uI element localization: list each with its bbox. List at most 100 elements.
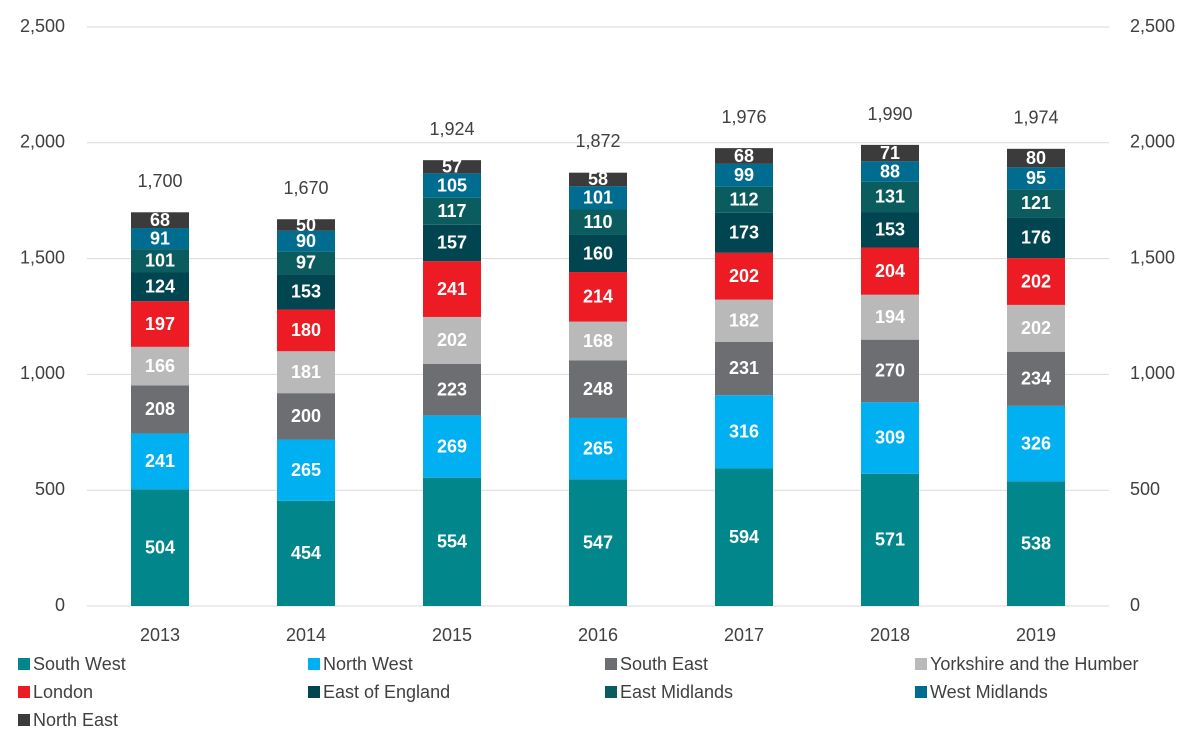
data-label: 316 bbox=[729, 422, 759, 442]
y-tick-label: 2,000 bbox=[20, 132, 65, 152]
x-tick-label: 2016 bbox=[578, 625, 618, 645]
bar-segment bbox=[1007, 189, 1065, 218]
x-tick-label: 2014 bbox=[286, 625, 326, 645]
data-label: 454 bbox=[291, 543, 321, 563]
data-label: 265 bbox=[583, 438, 613, 458]
y2-tick-label: 1,000 bbox=[1130, 363, 1175, 383]
bar-segment bbox=[277, 230, 335, 252]
data-label: 200 bbox=[291, 406, 321, 426]
legend-label: North East bbox=[33, 710, 118, 730]
y-tick-label: 500 bbox=[35, 479, 65, 499]
legend-label: South West bbox=[33, 654, 126, 674]
bar-segment bbox=[131, 249, 189, 273]
data-label: 182 bbox=[729, 310, 759, 330]
bar-segment bbox=[1007, 304, 1065, 352]
bar-segment bbox=[715, 148, 773, 164]
data-label: 57 bbox=[442, 157, 462, 177]
bar-segment bbox=[861, 161, 919, 182]
bar-segment bbox=[131, 212, 189, 229]
bar-segment bbox=[569, 417, 627, 480]
data-label: 99 bbox=[734, 165, 754, 185]
data-label: 160 bbox=[583, 243, 613, 263]
bar-segment bbox=[569, 360, 627, 418]
y2-tick-label: 500 bbox=[1130, 479, 1160, 499]
bar-segment bbox=[569, 186, 627, 210]
data-label: 269 bbox=[437, 436, 467, 456]
legend-swatch bbox=[18, 658, 30, 670]
bar-segment bbox=[277, 309, 335, 352]
x-tick-label: 2019 bbox=[1016, 625, 1056, 645]
bar-segment bbox=[277, 500, 335, 606]
legend-label: South East bbox=[620, 654, 708, 674]
data-label: 181 bbox=[291, 362, 321, 382]
bar-segment bbox=[1007, 167, 1065, 190]
data-label: 180 bbox=[291, 320, 321, 340]
x-tick-label: 2017 bbox=[724, 625, 764, 645]
bar-segment bbox=[715, 395, 773, 469]
data-label: 326 bbox=[1021, 433, 1051, 453]
data-label: 231 bbox=[729, 358, 759, 378]
bar-segment bbox=[715, 252, 773, 300]
legend-swatch bbox=[915, 658, 927, 670]
y-tick-label: 2,500 bbox=[20, 16, 65, 36]
data-label: 554 bbox=[437, 532, 467, 552]
data-label: 214 bbox=[583, 287, 613, 307]
bar-segment bbox=[1007, 217, 1065, 259]
data-label: 176 bbox=[1021, 228, 1051, 248]
data-label: 90 bbox=[296, 231, 316, 251]
data-label: 202 bbox=[1021, 271, 1051, 291]
y2-tick-label: 2,500 bbox=[1130, 16, 1175, 36]
y2-tick-label: 2,000 bbox=[1130, 132, 1175, 152]
data-label: 153 bbox=[291, 282, 321, 302]
bar-segment bbox=[861, 181, 919, 213]
y-tick-label: 1,500 bbox=[20, 247, 65, 267]
bar-segment bbox=[423, 173, 481, 198]
bar-segment bbox=[277, 251, 335, 275]
bar-segment bbox=[131, 489, 189, 606]
x-tick-label: 2013 bbox=[140, 625, 180, 645]
bar-segment bbox=[131, 301, 189, 347]
data-label: 204 bbox=[875, 261, 905, 281]
legend-swatch bbox=[915, 686, 927, 698]
data-label: 208 bbox=[145, 399, 175, 419]
data-label: 571 bbox=[875, 530, 905, 550]
data-label: 117 bbox=[437, 201, 466, 221]
data-label: 58 bbox=[588, 169, 608, 189]
bar-segment bbox=[277, 351, 335, 394]
total-label: 1,700 bbox=[137, 171, 182, 191]
bar-segment bbox=[423, 415, 481, 478]
bar-segment bbox=[277, 219, 335, 231]
data-label: 265 bbox=[291, 460, 321, 480]
legend-swatch bbox=[308, 686, 320, 698]
data-label: 248 bbox=[583, 379, 613, 399]
data-label: 124 bbox=[145, 277, 175, 297]
bar-segment bbox=[131, 433, 189, 490]
bar-segment bbox=[715, 341, 773, 396]
bar-segment bbox=[131, 228, 189, 250]
bar-segment bbox=[131, 272, 189, 302]
bar-segment bbox=[861, 247, 919, 295]
legend-label: East Midlands bbox=[620, 682, 733, 702]
legend-label: Yorkshire and the Humber bbox=[930, 654, 1138, 674]
data-label: 173 bbox=[729, 223, 759, 243]
data-label: 95 bbox=[1026, 168, 1046, 188]
legend-swatch bbox=[18, 714, 30, 726]
data-label: 105 bbox=[437, 175, 467, 195]
legend-label: North West bbox=[323, 654, 413, 674]
total-label: 1,976 bbox=[721, 107, 766, 127]
data-label: 88 bbox=[880, 161, 900, 181]
bar-segment bbox=[861, 294, 919, 340]
bar-segment bbox=[861, 144, 919, 162]
bar-segment bbox=[715, 212, 773, 253]
data-label: 97 bbox=[296, 253, 316, 273]
bar-segment bbox=[131, 385, 189, 434]
legend-swatch bbox=[605, 686, 617, 698]
data-label: 50 bbox=[296, 215, 316, 235]
total-label: 1,974 bbox=[1013, 108, 1058, 128]
data-label: 68 bbox=[734, 146, 754, 166]
bar-segment bbox=[569, 479, 627, 606]
bar-segment bbox=[423, 363, 481, 416]
bar-segment bbox=[861, 402, 919, 474]
data-label: 538 bbox=[1021, 533, 1051, 553]
